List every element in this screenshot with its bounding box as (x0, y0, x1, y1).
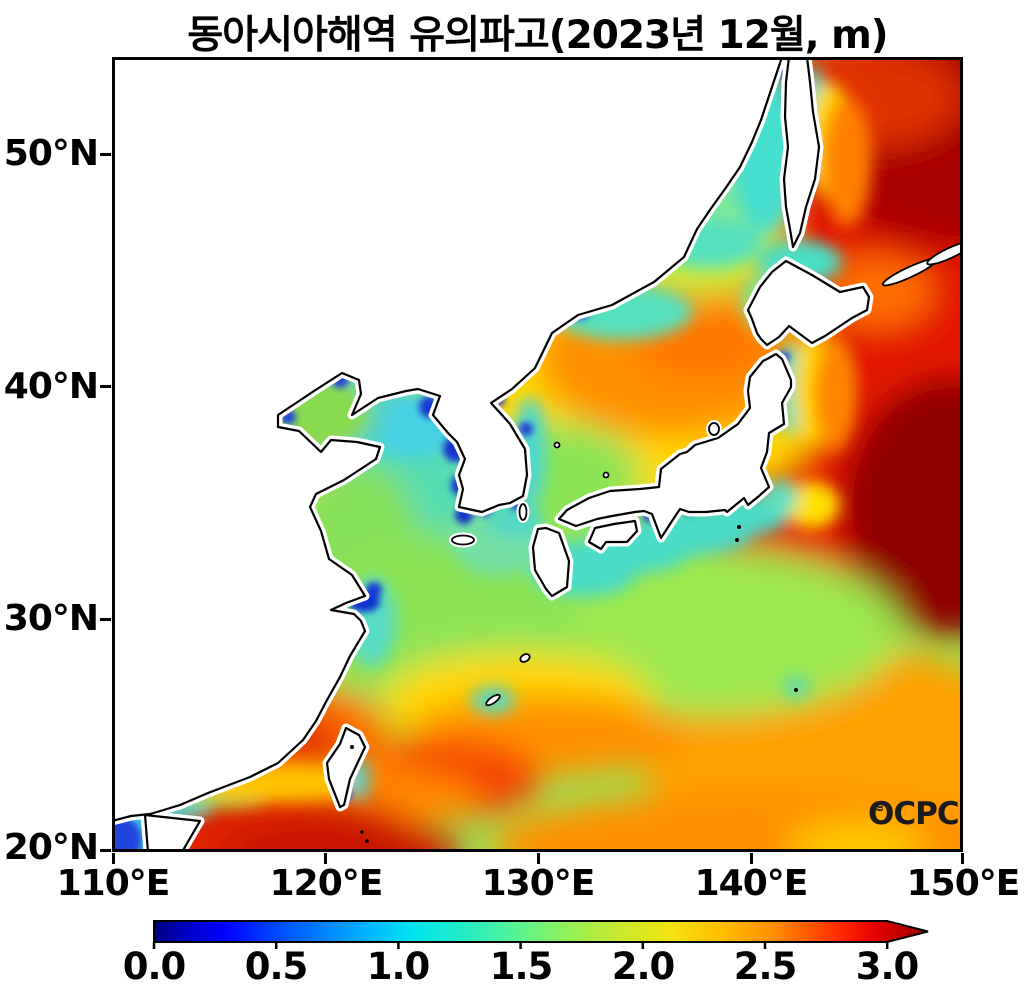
map-canvas (112, 57, 963, 852)
x-tick-130e (537, 853, 540, 864)
x-tick-label-140e: 140°E (694, 863, 809, 904)
island-ulleungdo (553, 441, 561, 449)
island-amami (519, 653, 531, 663)
island-penghu-dot (350, 745, 354, 749)
ocpc-logo: OCPC ≈ (868, 796, 960, 832)
plot-border (112, 57, 963, 852)
y-tick-40n (100, 385, 111, 388)
colorbar (150, 916, 940, 952)
ocpc-logo-text: OCPC (868, 796, 960, 832)
island-ogasawara-dot (794, 688, 798, 692)
island-tsushima (518, 503, 528, 521)
island-batanes-dot (360, 830, 364, 834)
chart-title: 동아시아해역 유의파고(2023년 12월, m) (187, 13, 888, 58)
colorbar-label-0.5: 0.5 (244, 945, 309, 988)
island-okinawa (485, 693, 501, 707)
colorbar-label-2.5: 2.5 (733, 945, 798, 988)
island-izu-dot2 (735, 538, 739, 542)
colorbar-label-1.5: 1.5 (489, 945, 554, 988)
x-tick-label-120e: 120°E (269, 863, 384, 904)
x-tick-120e (324, 853, 327, 864)
x-tick-label-130e: 130°E (481, 863, 596, 904)
y-tick-label-50n: 50°N (3, 133, 99, 174)
island-izu-dot (737, 525, 741, 529)
map-plot-area (112, 57, 963, 852)
y-tick-label-40n: 40°N (3, 366, 99, 407)
y-tick-20n (100, 849, 111, 852)
small-islands (350, 240, 963, 843)
colorbar-bar (153, 920, 929, 943)
x-tick-140e (750, 853, 753, 864)
island-batanes-dot2 (365, 839, 369, 843)
x-tick-110e (112, 853, 115, 864)
colorbar-label-1.0: 1.0 (366, 945, 431, 988)
y-tick-label-30n: 30°N (3, 598, 99, 639)
island-oki (602, 471, 610, 479)
y-tick-50n (100, 153, 111, 156)
colorbar-ticks (152, 942, 889, 949)
colorbar-label-0.0: 0.0 (122, 945, 187, 988)
y-tick-label-20n: 20°N (3, 827, 99, 868)
x-tick-150e (961, 853, 964, 864)
island-sado (708, 422, 720, 436)
y-tick-30n (100, 618, 111, 621)
x-tick-label-150e: 150°E (906, 863, 1021, 904)
colorbar-label-3.0: 3.0 (855, 945, 920, 988)
wave-icon: ≈ (872, 799, 885, 817)
colorbar-label-2.0: 2.0 (611, 945, 676, 988)
x-tick-label-110e: 110°E (56, 863, 171, 904)
island-jeju (451, 534, 475, 546)
